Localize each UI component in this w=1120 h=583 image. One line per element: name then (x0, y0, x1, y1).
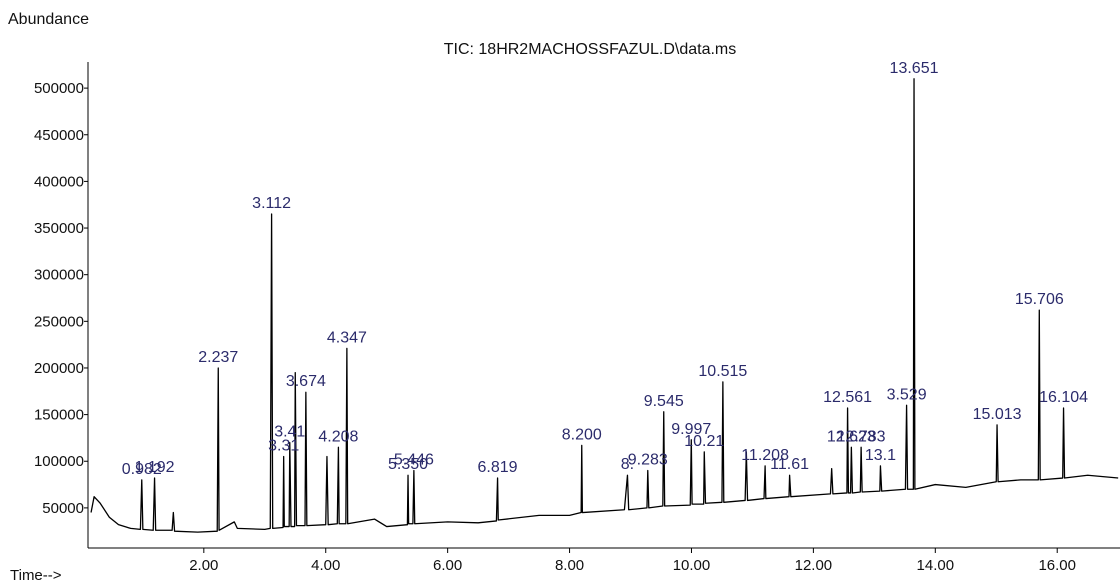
y-tick-label: 200000 (34, 360, 84, 377)
peak-label: 10.515 (698, 363, 747, 380)
peak-label: 13.651 (890, 60, 939, 77)
peak-label: 5.446 (394, 452, 434, 469)
peak-label: 11.208 (741, 447, 789, 464)
peak-label: 2.237 (198, 349, 238, 366)
peak-label: 5.350 (388, 456, 428, 473)
x-axis-label: Time--> (10, 567, 62, 583)
peak-label: 12.561 (823, 389, 872, 406)
y-tick-label: 150000 (34, 407, 84, 424)
x-tick-label: 2.00 (189, 557, 218, 574)
peak-label: 12.623 (827, 428, 876, 445)
x-tick-label: 16.00 (1038, 557, 1076, 574)
y-tick-label: 400000 (34, 173, 84, 190)
peak-label: 4.208 (318, 428, 358, 445)
x-tick-label: 12.00 (795, 557, 833, 574)
peak-label: 1.192 (135, 459, 175, 476)
peak-label: 9.545 (644, 393, 684, 410)
peak-label: 8.200 (562, 426, 602, 443)
y-tick-label: 350000 (34, 220, 84, 237)
x-tick-label: 14.00 (917, 557, 955, 574)
peak-label: 16.104 (1039, 389, 1088, 406)
peak-label: 13.1 (865, 447, 896, 464)
y-tick-label: 450000 (34, 127, 84, 144)
chart-title: TIC: 18HR2MACHOSSFAZUL.D\data.ms (444, 41, 737, 58)
peak-label: 3.41 (274, 424, 305, 441)
y-tick-label: 250000 (34, 313, 84, 330)
peak-label: 3.31 (268, 438, 299, 455)
peak-label: 9.283 (628, 452, 668, 469)
peak-label: 0.982 (122, 461, 162, 478)
y-tick-label: 50000 (42, 500, 84, 517)
trace (90, 78, 1119, 533)
y-tick-label: 100000 (34, 453, 84, 470)
peak-label: 15.013 (973, 406, 1022, 423)
x-tick-label: 4.00 (311, 557, 340, 574)
peak-label: 3.112 (252, 195, 291, 212)
peak-label: 10.21 (684, 433, 724, 450)
y-tick-label: 500000 (34, 80, 84, 97)
x-tick-label: 8.00 (555, 557, 584, 574)
peak-label: 11.61 (770, 456, 809, 473)
peak-label: 3.674 (286, 373, 326, 390)
x-tick-label: 6.00 (433, 557, 462, 574)
peak-label: 4.347 (327, 329, 367, 346)
y-tick-label: 300000 (34, 267, 84, 284)
peak-label: 9.997 (671, 421, 711, 438)
y-axis-label: Abundance (8, 11, 89, 28)
peak-label: 8. (621, 456, 634, 473)
x-tick-label: 10.00 (673, 557, 711, 574)
peak-label: 12.783 (837, 428, 886, 445)
peak-label: 3.529 (887, 386, 927, 403)
peak-label: 15.706 (1015, 291, 1064, 308)
peak-label: 6.819 (478, 459, 518, 476)
